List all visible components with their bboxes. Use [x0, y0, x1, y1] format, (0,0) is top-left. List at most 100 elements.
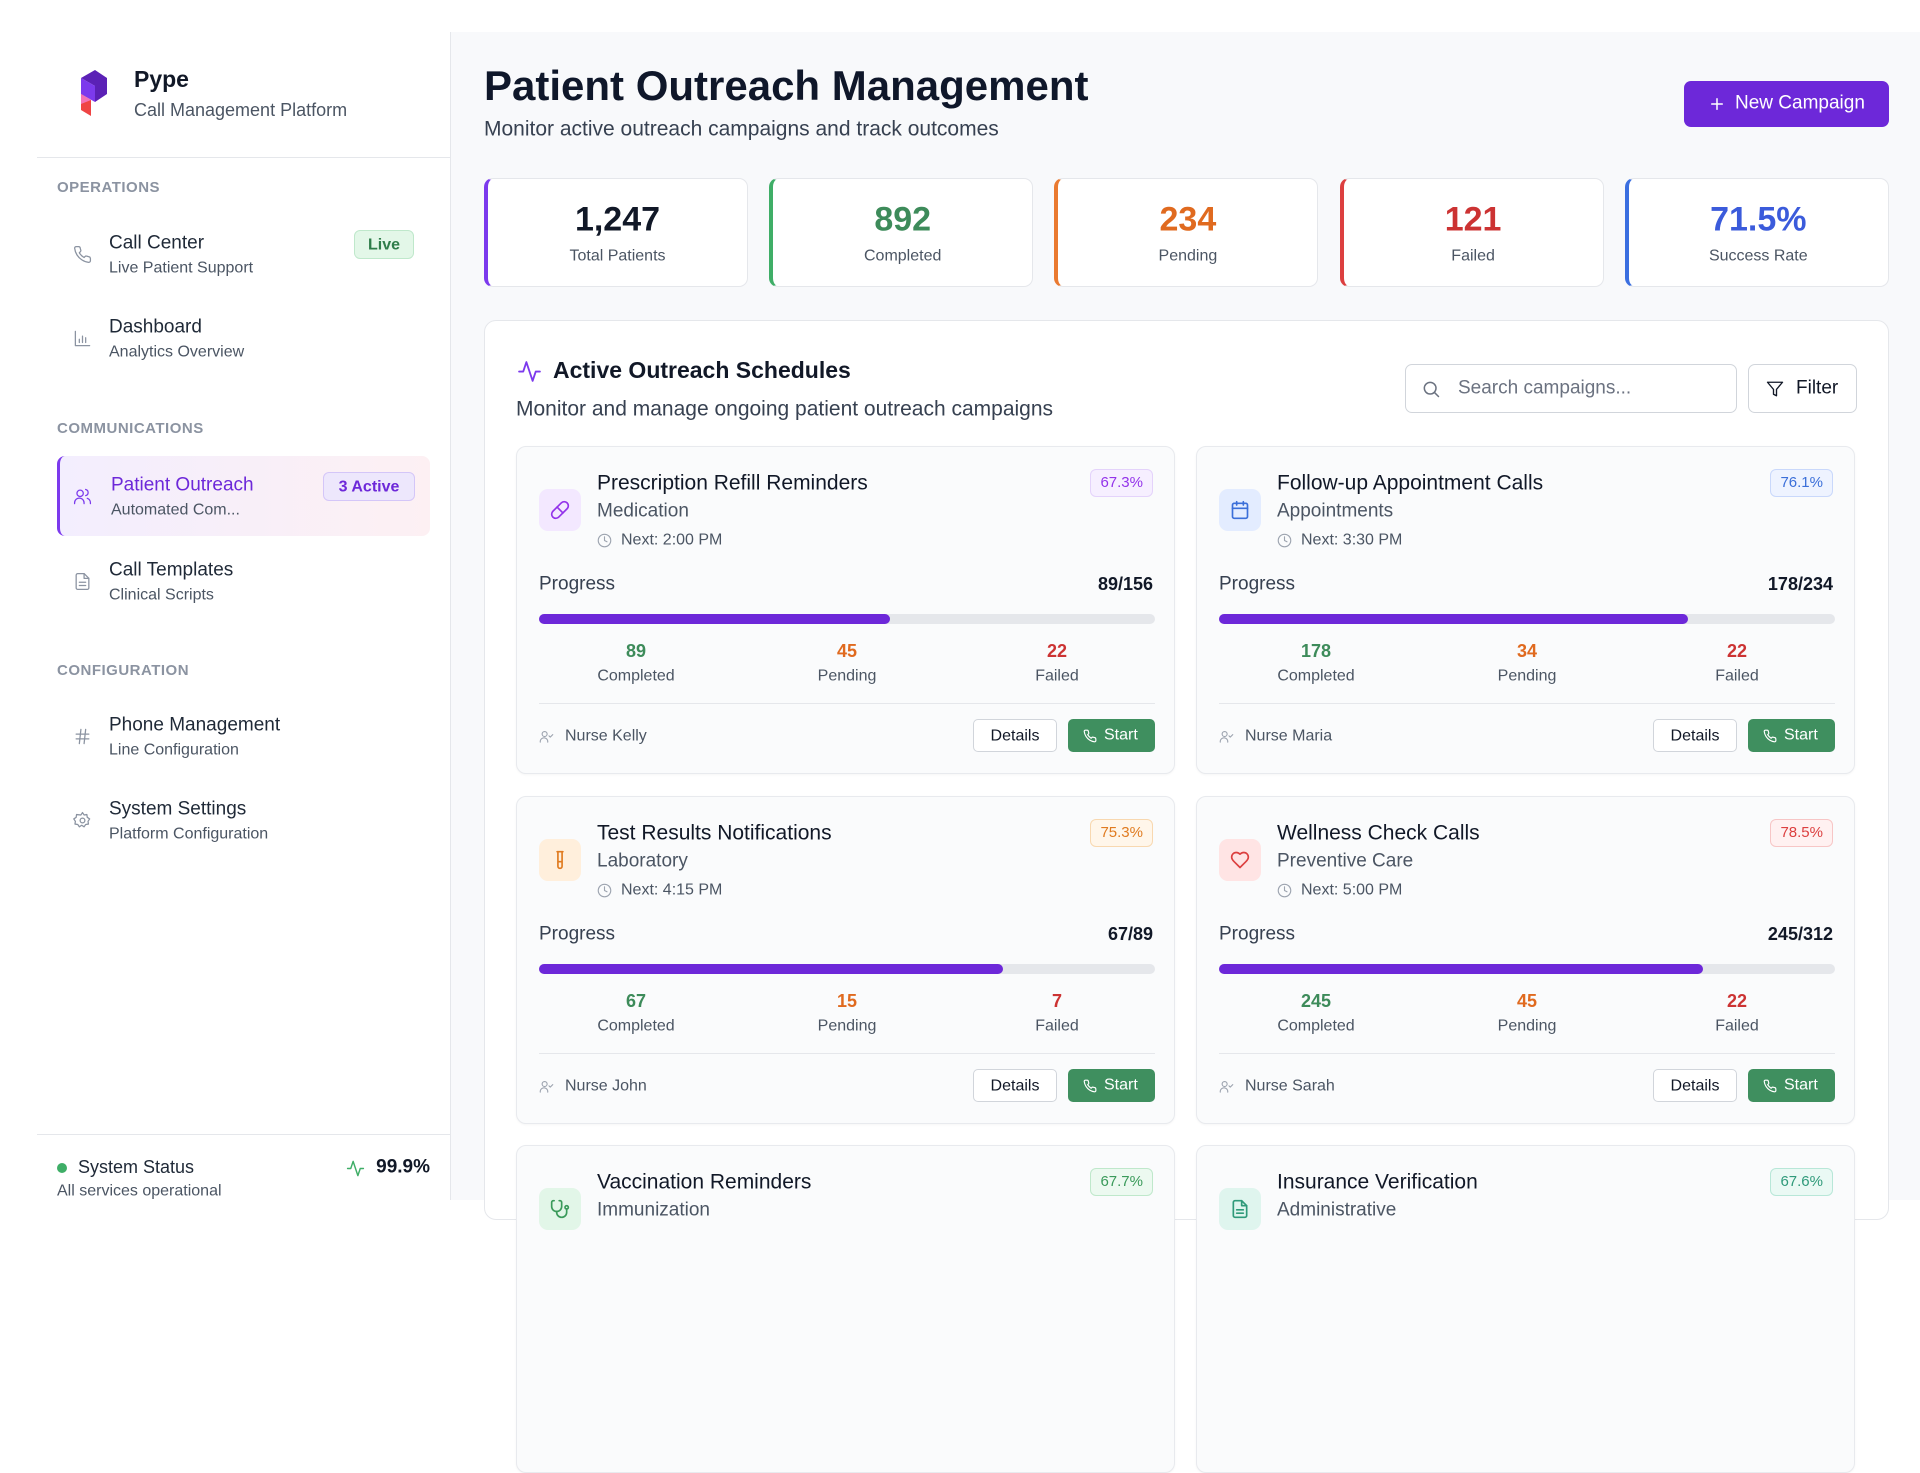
progress-label: Progress — [539, 923, 616, 945]
start-button[interactable]: Start — [1748, 719, 1835, 752]
stat-number: 245 — [1300, 991, 1332, 1012]
clock-icon — [597, 533, 612, 548]
divider — [539, 703, 1155, 704]
details-button[interactable]: Details — [1653, 719, 1737, 752]
search-icon — [1423, 381, 1440, 398]
phone-icon — [1083, 1079, 1097, 1093]
progress-value: 178/234 — [1767, 574, 1833, 595]
stat-label: Total Patients — [569, 247, 666, 265]
details-button[interactable]: Details — [1653, 1069, 1737, 1102]
start-button[interactable]: Start — [1068, 719, 1155, 752]
stat-label: Pending — [1158, 247, 1218, 265]
stat-caption: Pending — [817, 1017, 877, 1035]
campaign-category: Preventive Care — [1277, 850, 1414, 872]
owner-name: Nurse John — [565, 1077, 647, 1095]
phone-icon — [1083, 729, 1097, 743]
stat-caption: Failed — [1035, 667, 1079, 685]
stat-value: 1,247 — [574, 200, 661, 239]
progress-track — [539, 614, 1155, 624]
search-input[interactable]: Search campaigns... — [1405, 364, 1737, 413]
progress-fill — [539, 964, 1003, 974]
owner-icon — [1219, 1080, 1234, 1093]
progress-fill — [1219, 964, 1703, 974]
stat-number: 89 — [625, 641, 647, 662]
stat-number: 178 — [1300, 641, 1332, 662]
progress-label: Progress — [1219, 573, 1296, 595]
campaign-title: Prescription Refill Reminders — [597, 471, 868, 495]
nav-subtitle: Live Patient Support — [109, 259, 254, 277]
nav-icon — [75, 572, 90, 591]
progress-fill — [539, 614, 891, 624]
stat-caption: Failed — [1035, 1017, 1079, 1035]
start-label: Start — [1784, 1076, 1818, 1094]
campaign-card: Insurance Verification Administrative 67.6… — [1196, 1145, 1855, 1473]
nav-icon — [73, 488, 92, 505]
rate-badge: 67.6% — [1770, 1168, 1833, 1196]
rate-badge: 76.1% — [1770, 469, 1833, 497]
details-button[interactable]: Details — [973, 719, 1057, 752]
campaign-icon-box — [539, 839, 581, 881]
details-label: Details — [1670, 1077, 1720, 1095]
page-title: Patient Outreach Management — [484, 61, 1089, 109]
filter-label: Filter — [1796, 377, 1839, 399]
brand-logo — [81, 70, 107, 116]
stat-caption: Completed — [597, 1017, 675, 1035]
filter-button[interactable]: Filter — [1748, 364, 1857, 413]
campaign-category: Administrative — [1277, 1199, 1397, 1221]
progress-value: 245/312 — [1767, 924, 1833, 945]
rate-text: 67.7% — [1100, 1173, 1143, 1190]
details-button[interactable]: Details — [973, 1069, 1057, 1102]
divider — [37, 1134, 451, 1135]
stat-number: 67 — [625, 991, 647, 1012]
nav-icon — [73, 811, 91, 828]
stat-caption: Pending — [1497, 1017, 1557, 1035]
brand-tagline: Call Management Platform — [134, 100, 348, 121]
new-campaign-button[interactable]: New Campaign — [1684, 81, 1889, 127]
campaign-icon-box — [539, 489, 581, 531]
campaign-category: Immunization — [597, 1199, 710, 1221]
phone-icon — [1763, 1079, 1777, 1093]
nav-title: Phone Management — [109, 714, 281, 736]
start-label: Start — [1104, 726, 1138, 744]
panel-title: Active Outreach Schedules — [553, 357, 851, 384]
divider — [539, 1053, 1155, 1054]
owner-name: Nurse Maria — [1245, 727, 1333, 745]
campaign-title: Insurance Verification — [1277, 1170, 1478, 1194]
rate-badge: 67.7% — [1090, 1168, 1153, 1196]
status-label: System Status — [78, 1157, 195, 1178]
details-label: Details — [990, 1077, 1040, 1095]
campaign-category: Medication — [597, 500, 689, 522]
details-label: Details — [990, 727, 1040, 745]
rate-text: 75.3% — [1100, 824, 1143, 841]
stat-card: 121 Failed — [1339, 178, 1604, 287]
panel-subtitle: Monitor and manage ongoing patient outre… — [516, 397, 1054, 421]
status-uptime: 99.9% — [376, 1156, 430, 1178]
start-label: Start — [1784, 726, 1818, 744]
campaign-card: Wellness Check Calls Preventive Care 78.5%… — [1196, 796, 1855, 1124]
nav-badge-text: 3 Active — [338, 478, 400, 496]
stat-caption: Completed — [1277, 1017, 1355, 1035]
nav-subtitle: Automated Com... — [111, 501, 240, 519]
start-button[interactable]: Start — [1748, 1069, 1835, 1102]
details-label: Details — [1670, 727, 1720, 745]
campaign-title: Vaccination Reminders — [597, 1170, 812, 1194]
status-dot — [57, 1163, 67, 1173]
nav-badge: 3 Active — [323, 472, 415, 501]
divider — [1219, 1053, 1835, 1054]
filter-icon — [1766, 381, 1784, 397]
phone-icon — [1763, 729, 1777, 743]
rate-badge: 67.3% — [1090, 469, 1153, 497]
page: {"sidebar":{"brand":{"name":"Pype","tagl… — [37, 32, 1889, 1473]
button-label: New Campaign — [1735, 92, 1865, 114]
stat-caption: Pending — [1497, 667, 1557, 685]
stat-label: Failed — [1451, 247, 1495, 265]
nav-icon — [75, 728, 90, 745]
progress-value: 67/89 — [1107, 924, 1153, 945]
campaign-icon — [556, 850, 564, 870]
page-subtitle: Monitor active outreach campaigns and tr… — [484, 117, 999, 141]
rate-text: 67.3% — [1100, 474, 1143, 491]
start-button[interactable]: Start — [1068, 1069, 1155, 1102]
progress-track — [1219, 614, 1835, 624]
stat-label: Completed — [864, 247, 942, 265]
rate-badge: 78.5% — [1770, 819, 1833, 847]
